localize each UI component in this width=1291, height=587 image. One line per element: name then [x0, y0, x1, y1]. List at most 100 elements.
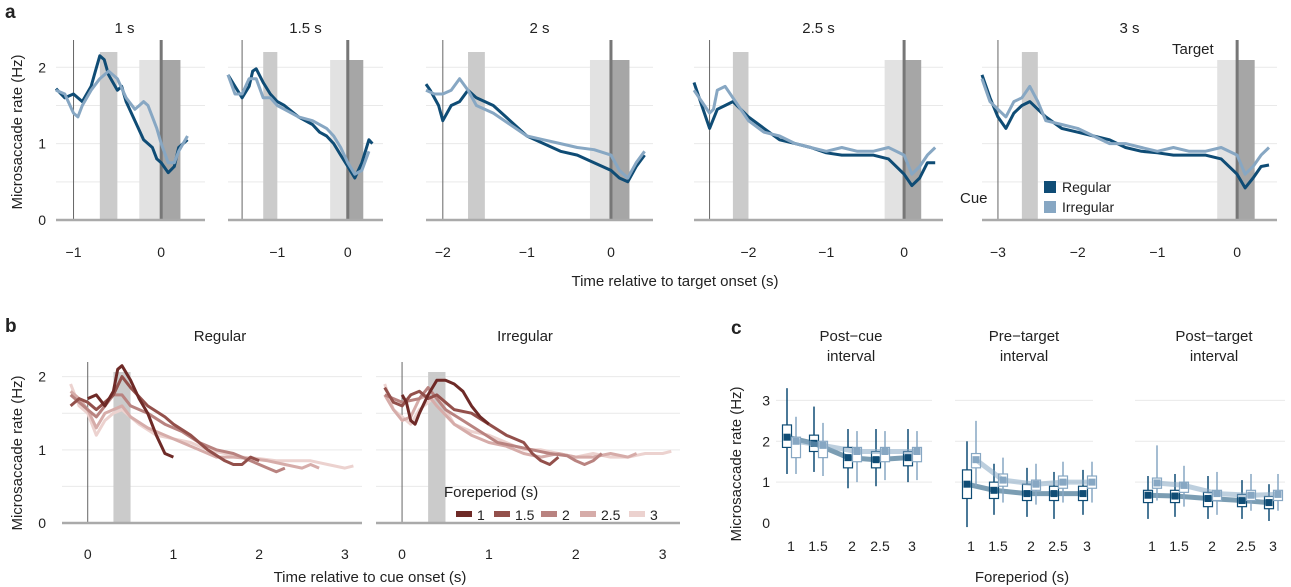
post-target-window	[610, 60, 630, 220]
panel-a-subplot-4: 2.5 s −2 −1 0	[692, 20, 943, 260]
post-target-window	[1237, 60, 1255, 220]
panel-a-xtick: −2	[1070, 244, 1086, 260]
foreperiod-line-2	[384, 386, 603, 466]
panel-c-title-1-line-2: interval	[827, 348, 875, 365]
foreperiod-line-3	[69, 383, 354, 470]
mean-marker-irregular	[1180, 481, 1188, 489]
mean-marker-regular	[1050, 490, 1058, 498]
foreperiod-line-1	[400, 378, 490, 426]
legend-swatch-1	[456, 511, 472, 517]
panel-b: 0 1 2 0 1 2 3 0 1 2 3 1 1.5 2 2.5 3	[38, 362, 680, 562]
panel-a-xlabel: Time relative to target onset (s)	[571, 273, 778, 290]
panel-c-title-1-line-1: Post−cue	[820, 328, 883, 345]
panel-a-xtick: 0	[607, 244, 615, 260]
pre-target-window	[1217, 60, 1238, 220]
panel-a-xtick: −1	[818, 244, 834, 260]
panel-a-xtick: −2	[435, 244, 451, 260]
panel-letter-c: c	[731, 318, 742, 339]
panel-a-xtick: −1	[1149, 244, 1165, 260]
panel-c-title-3-line-1: Post−target	[1175, 328, 1253, 345]
panel-a-xtick: −1	[269, 244, 285, 260]
legend-label-3: 3	[650, 507, 658, 523]
post-cue-window	[732, 52, 749, 220]
post-cue-window	[99, 52, 118, 220]
mean-marker-irregular	[1059, 478, 1067, 486]
cue-label: Cue	[960, 190, 988, 207]
panel-b-title-regular: Regular	[194, 328, 247, 345]
panel-c-ytick-0: 0	[762, 515, 770, 531]
panel-b-xtick: 0	[84, 546, 92, 562]
mean-marker-irregular	[999, 476, 1007, 484]
panel-a-title-3: 2 s	[529, 20, 549, 37]
panel-b-ytick-1: 1	[38, 442, 46, 458]
panel-c-title-2-line-2: interval	[1000, 348, 1048, 365]
foreperiod-line-1.5	[69, 375, 260, 466]
mean-marker-irregular	[1032, 480, 1040, 488]
legend-swatch-3	[629, 511, 645, 517]
mean-marker-irregular	[819, 441, 827, 449]
mean-marker-regular	[1265, 499, 1273, 507]
panel-a-xtick: 0	[900, 244, 908, 260]
panel-a-subplot-3: 2 s −2 −1 0	[424, 20, 653, 260]
panel-a-xtick: −3	[990, 244, 1006, 260]
panel-b-ytick-2: 2	[38, 369, 46, 385]
panel-c-xtick: 2.5	[1048, 538, 1068, 554]
panel-c-xtick: 2	[1208, 538, 1216, 554]
panel-c-subplot-2: 1 1.5 2 2.5 3	[955, 399, 1098, 554]
pre-target-window	[330, 60, 348, 220]
mean-marker-irregular	[1213, 490, 1221, 498]
mean-marker-regular	[990, 486, 998, 494]
post-target-window	[904, 60, 922, 220]
panel-b-legend: 1 1.5 2 2.5 3	[456, 507, 658, 523]
post-cue-window	[1021, 52, 1038, 220]
legend-label-regular: Regular	[1062, 179, 1111, 195]
mean-marker-regular	[844, 454, 852, 462]
panel-c-xtick: 1.5	[1169, 538, 1189, 554]
mean-marker-regular	[963, 480, 971, 488]
foreperiod-line-2	[69, 393, 286, 474]
panel-letter-b: b	[5, 316, 17, 337]
panel-c-xtick: 3	[908, 538, 916, 554]
pre-target-window	[139, 60, 162, 220]
panel-c-title-2-line-1: Pre−target	[989, 328, 1060, 345]
panel-c-title-3-line-2: interval	[1190, 348, 1238, 365]
mean-marker-regular	[904, 454, 912, 462]
series-line-irregular	[55, 69, 189, 165]
panel-c-xtick: 2	[848, 538, 856, 554]
panel-c-xtick: 1	[787, 538, 795, 554]
legend-label-2.5: 2.5	[601, 507, 621, 523]
post-target-window	[347, 60, 364, 220]
panel-a-title-2: 1.5 s	[289, 20, 322, 37]
panel-c: 0 1 2 3 1 1.5 2 2.5 3 1 1.5 2 2.5 3 1 1.5 2 2.5 3	[762, 388, 1285, 554]
mean-marker-irregular	[1153, 479, 1161, 487]
mean-marker-regular	[1144, 491, 1152, 499]
mean-marker-regular	[1171, 492, 1179, 500]
panel-c-xtick: 1	[967, 538, 975, 554]
mean-marker-irregular	[972, 456, 980, 464]
mean-marker-regular	[1023, 490, 1031, 498]
mean-marker-regular	[1238, 497, 1246, 505]
panel-c-xtick: 1.5	[808, 538, 828, 554]
panel-b-xtick: 1	[485, 546, 493, 562]
panel-c-xtick: 3	[1083, 538, 1091, 554]
box	[790, 436, 802, 459]
panel-b-subplot-1: 0 1 2 3	[62, 362, 362, 562]
legend-label-irregular: Irregular	[1062, 199, 1114, 215]
panel-b-xlabel: Time relative to cue onset (s)	[274, 569, 467, 586]
panel-b-subplot-2: 0 1 2 3	[376, 362, 680, 562]
mean-marker-irregular	[881, 448, 889, 455]
panel-a-xtick: 0	[344, 244, 352, 260]
panel-c-subplot-1: 1 1.5 2 2.5 3	[776, 388, 932, 554]
panel-a-legend: Regular Irregular	[1044, 179, 1114, 215]
panel-a-subplot-1: 1 s −1 0	[54, 20, 205, 260]
panel-c-xtick: 2.5	[870, 538, 890, 554]
legend-swatch-irregular	[1044, 201, 1056, 213]
foreperiod-line-1.5	[383, 386, 560, 466]
mean-marker-regular	[783, 433, 791, 441]
panel-a-ylabel: Microsaccade rate (Hz)	[9, 54, 26, 209]
panel-c-xtick: 3	[1269, 538, 1277, 554]
mean-marker-irregular	[1274, 490, 1282, 498]
panel-b-xtick: 2	[255, 546, 263, 562]
panel-a-xtick: −1	[519, 244, 535, 260]
